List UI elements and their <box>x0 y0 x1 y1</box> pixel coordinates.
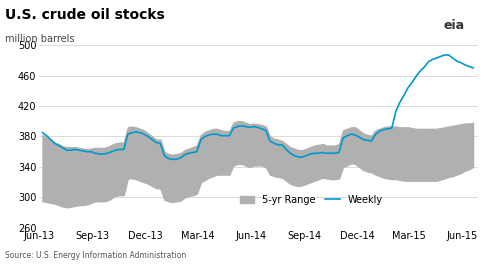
Text: U.S. crude oil stocks: U.S. crude oil stocks <box>5 8 164 22</box>
Text: eia: eia <box>443 19 465 32</box>
Text: Source: U.S. Energy Information Administration: Source: U.S. Energy Information Administ… <box>5 251 186 260</box>
Text: million barrels: million barrels <box>5 34 74 45</box>
Legend: 5-yr Range, Weekly: 5-yr Range, Weekly <box>236 191 387 208</box>
